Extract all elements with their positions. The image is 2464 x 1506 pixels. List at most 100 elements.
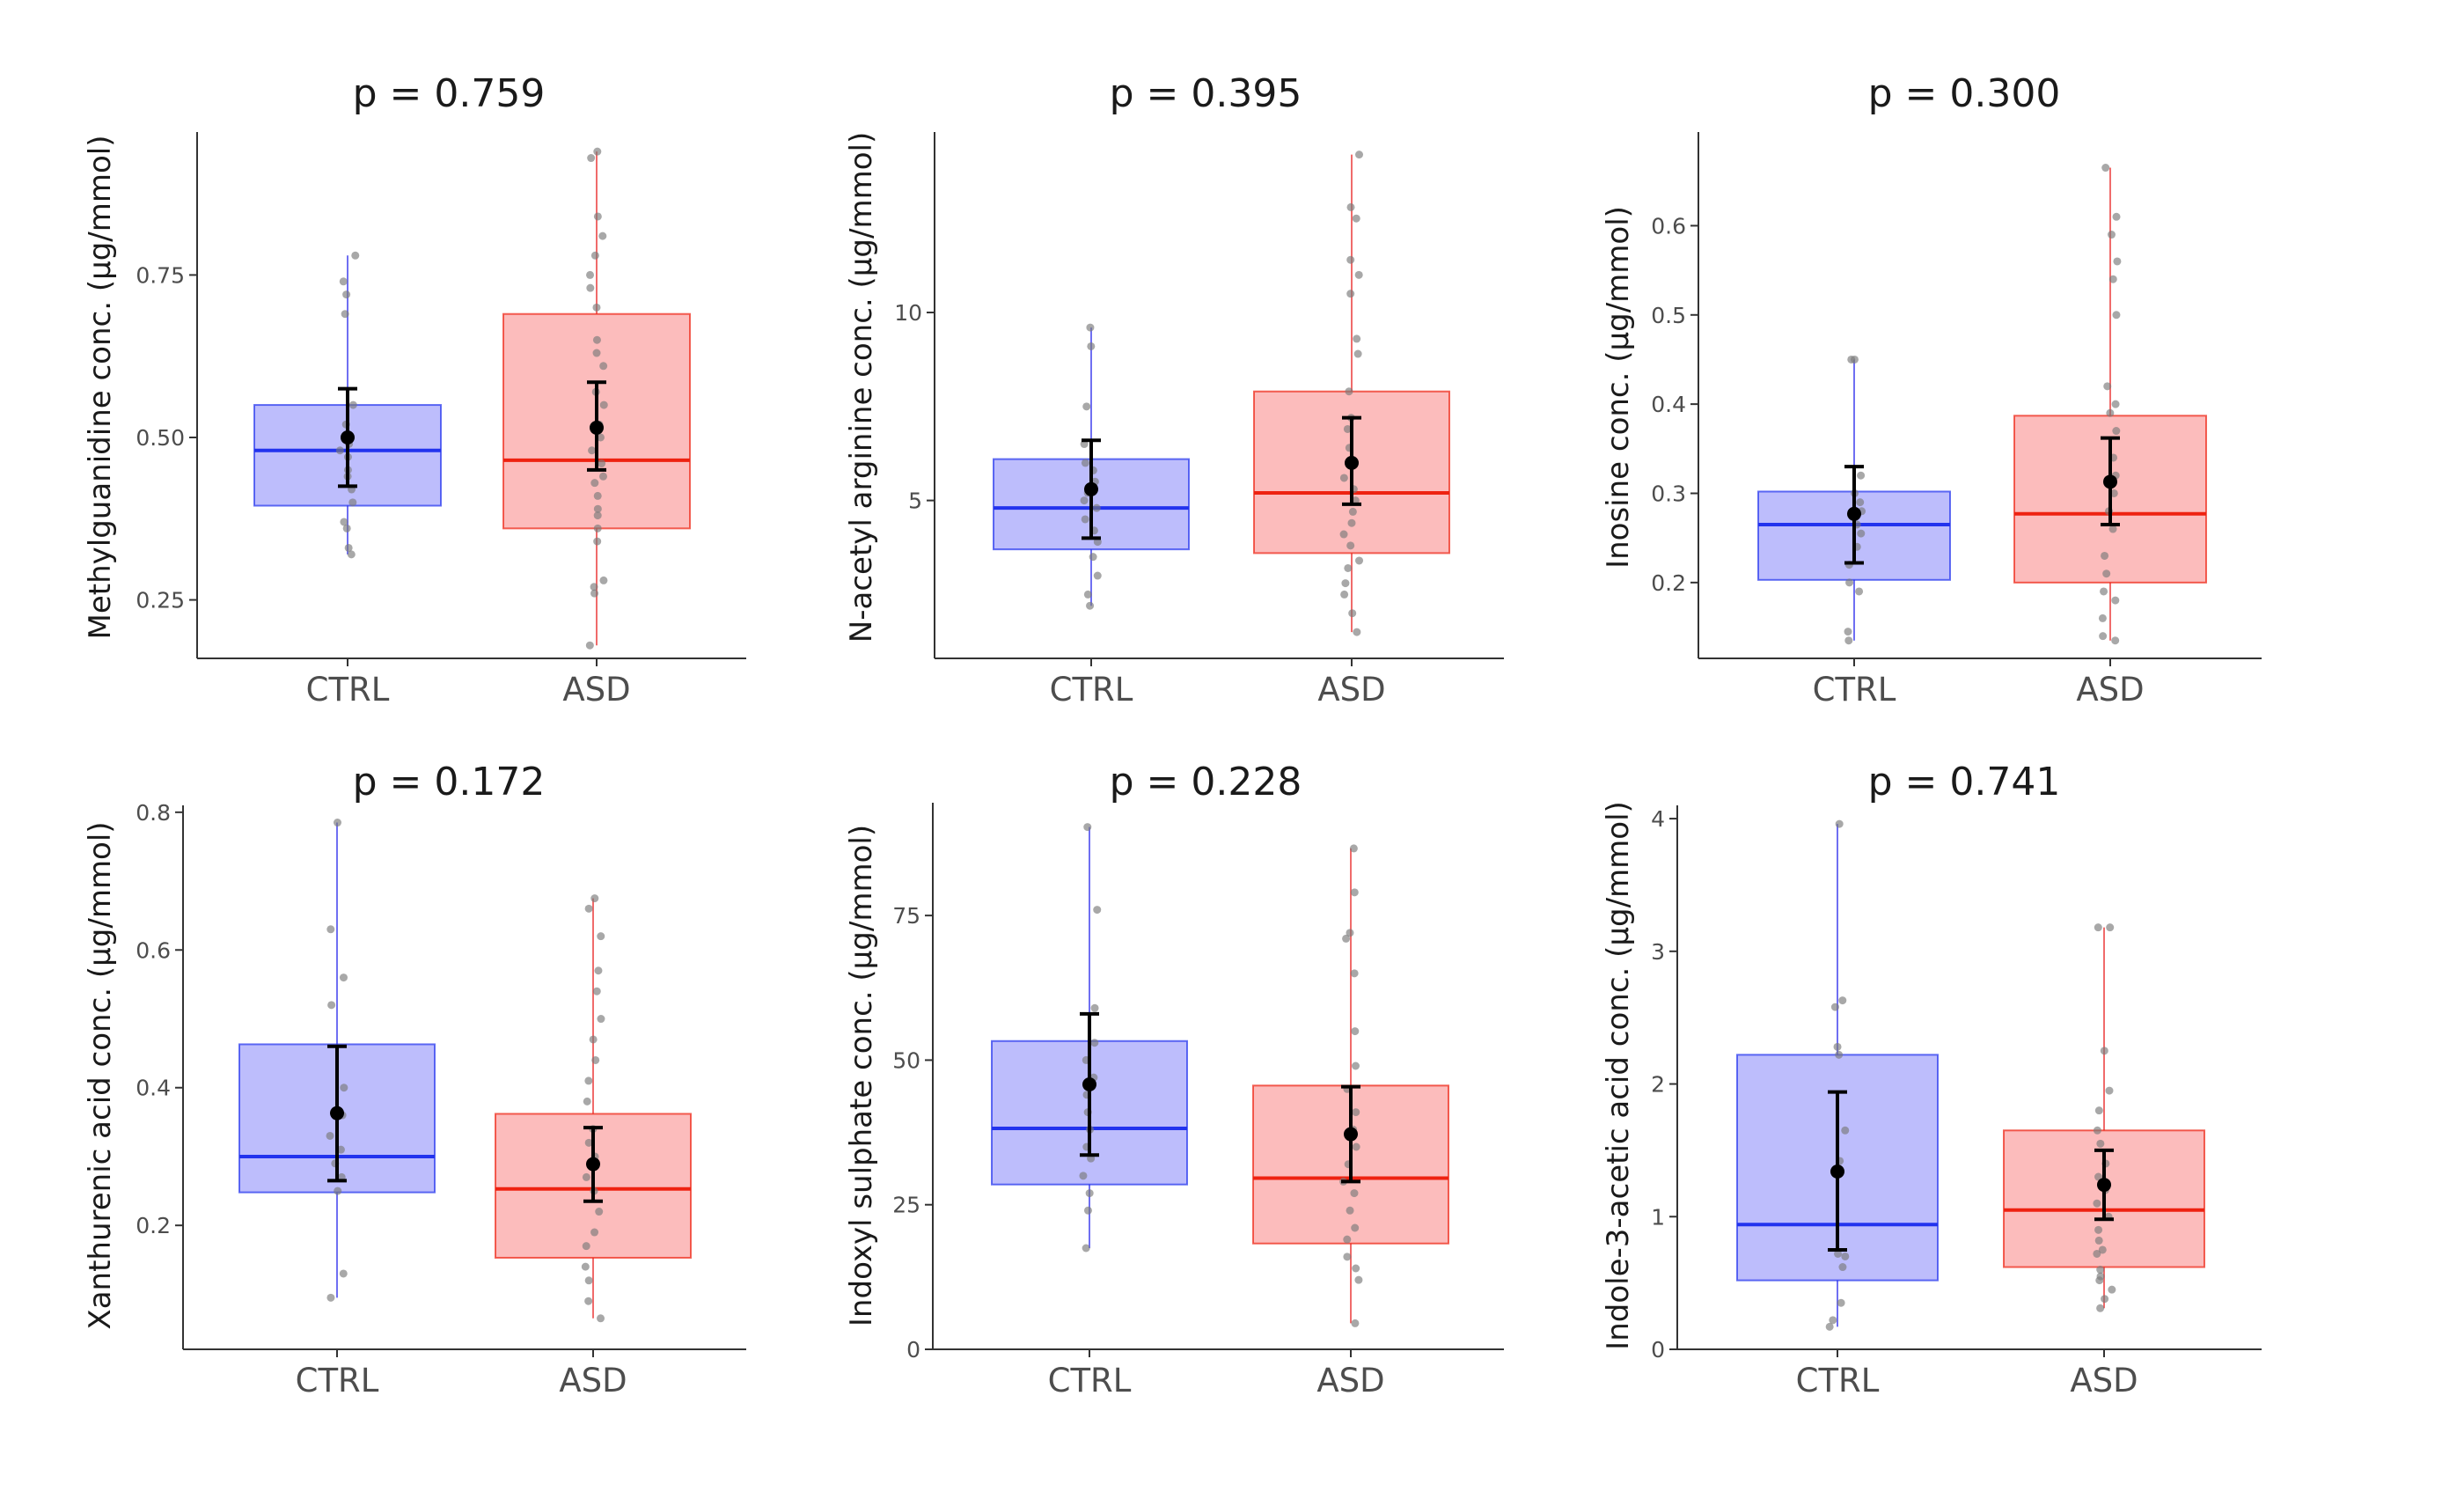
data-point (1093, 571, 1102, 580)
y-tick-label: 4 (1651, 806, 1665, 832)
data-point (590, 251, 599, 260)
data-point (2112, 311, 2121, 320)
mean-point (330, 1106, 344, 1120)
mean-point (1830, 1164, 1844, 1179)
data-point (1352, 1264, 1360, 1273)
data-point (1340, 590, 1349, 599)
data-point (587, 154, 596, 163)
mean-point (1082, 1077, 1096, 1092)
data-point (1352, 214, 1360, 223)
data-point (583, 1097, 591, 1106)
data-point (1347, 518, 1356, 527)
y-tick-label: 0.3 (1651, 481, 1686, 506)
data-point (1079, 1172, 1088, 1180)
y-tick-label: 5 (908, 489, 922, 514)
y-tick-label: 0.5 (1651, 303, 1686, 328)
data-point (1087, 342, 1096, 350)
data-point (2094, 1225, 2103, 1234)
mean-point (1345, 455, 1359, 470)
mean-point (2103, 474, 2117, 489)
y-tick-label: 0 (1651, 1337, 1665, 1363)
data-point (2101, 1295, 2109, 1304)
data-point (1844, 636, 1853, 645)
data-point (1353, 334, 1361, 343)
data-point (2096, 1266, 2105, 1275)
data-point (599, 362, 608, 371)
data-point (1351, 1062, 1360, 1070)
x-tick-label: ASD (1316, 1362, 1384, 1399)
y-tick-label: 75 (892, 903, 920, 929)
data-point (586, 283, 595, 292)
data-point (340, 1084, 348, 1092)
data-point (594, 966, 603, 975)
data-point (593, 504, 602, 513)
chart-panel: 0 25 50 75 CTRL ASD p = 0.228 Indoxyl sulphate … (844, 760, 1504, 1399)
data-point (1829, 1316, 1837, 1325)
data-point (334, 1186, 342, 1195)
x-tick-label: ASD (2070, 1362, 2138, 1399)
data-point (2103, 382, 2112, 391)
data-point (1090, 1003, 1099, 1012)
data-point (597, 932, 605, 941)
data-point (2113, 257, 2122, 266)
y-tick-label: 0.8 (136, 800, 171, 826)
y-tick-label: 0.6 (136, 937, 171, 963)
data-point (2100, 1047, 2108, 1055)
data-point (598, 459, 606, 468)
data-point (1339, 530, 1348, 539)
data-point (590, 479, 599, 488)
data-point (589, 1035, 598, 1044)
y-tick-label: 50 (892, 1047, 920, 1073)
data-point (599, 400, 608, 409)
data-point (581, 1262, 590, 1271)
data-point (1354, 270, 1363, 279)
data-point (1830, 1003, 1839, 1011)
data-point (2094, 923, 2102, 932)
data-point (592, 349, 601, 357)
data-point (590, 1228, 599, 1237)
data-point (1346, 1206, 1354, 1215)
chart-title: p = 0.759 (353, 71, 546, 116)
y-tick-label: 10 (894, 300, 922, 326)
data-point (1353, 628, 1361, 636)
data-point (2093, 1199, 2101, 1208)
data-point (1837, 1298, 1845, 1307)
data-point (597, 1314, 605, 1323)
data-point (1841, 1126, 1850, 1135)
data-point (1093, 906, 1102, 915)
data-point (1339, 474, 1348, 482)
data-point (588, 446, 597, 455)
data-point (1342, 934, 1351, 943)
data-point (1825, 1322, 1834, 1331)
data-point (584, 1138, 593, 1147)
data-point (1082, 1244, 1090, 1253)
mean-point (341, 430, 355, 444)
data-point (339, 1269, 348, 1278)
data-point (1355, 151, 1364, 159)
chart-panel: 0 1 2 3 4 CTRL ASD p = 0.741 Indole-3-acetic aci… (1601, 760, 2262, 1399)
x-tick-label: ASD (562, 671, 630, 709)
y-axis-label: Xanthurenic acid conc. (µg/mmol) (83, 821, 118, 1329)
data-point (1089, 553, 1097, 562)
data-point (592, 303, 601, 312)
data-point (2096, 1139, 2105, 1148)
data-point (1345, 387, 1353, 396)
data-point (597, 1015, 605, 1024)
data-point (1845, 578, 1854, 587)
data-point (348, 498, 357, 507)
data-point (2112, 427, 2121, 436)
y-axis-label: Indoxyl sulphate conc. (µg/mmol) (844, 825, 879, 1326)
data-point (2101, 551, 2109, 560)
data-point (336, 1145, 345, 1154)
data-point (584, 1297, 593, 1305)
data-point (1847, 355, 1856, 364)
data-point (1080, 440, 1089, 449)
data-point (593, 212, 602, 221)
data-point (593, 147, 602, 156)
y-tick-label: 0.6 (1651, 213, 1686, 239)
mean-point (590, 420, 604, 435)
data-point (1086, 601, 1095, 610)
data-point (1350, 888, 1359, 897)
data-point (1085, 1189, 1094, 1198)
data-point (1346, 541, 1355, 550)
